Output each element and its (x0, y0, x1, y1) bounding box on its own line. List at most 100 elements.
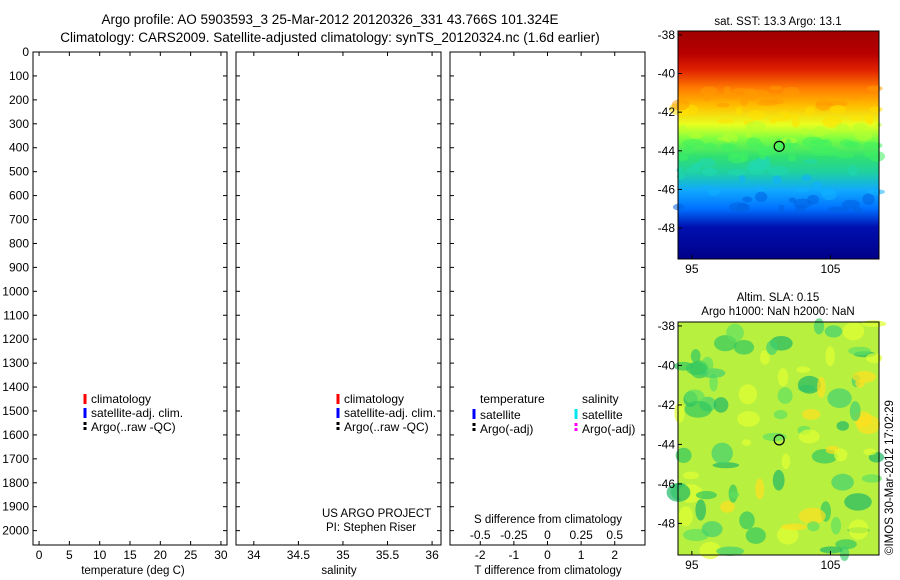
sst-patch (689, 132, 704, 139)
sst-patch (828, 206, 849, 213)
sla-patch (834, 448, 848, 462)
y-tick-label: 1800 (2, 476, 29, 490)
sst-patch (805, 106, 816, 117)
sst-patch (746, 137, 762, 149)
sst-patch (788, 154, 796, 162)
sst-patch (866, 189, 886, 195)
sla-patch (720, 501, 735, 513)
sst-patch (778, 111, 790, 116)
x-tick-label-salinity: 36 (425, 548, 439, 562)
x-tick-label-temperature: 5 (66, 548, 73, 562)
sst-patch (745, 121, 766, 131)
x-tick-label-salinity: 34 (247, 548, 261, 562)
sst-patch (740, 98, 748, 106)
y-tick-label: 1500 (2, 404, 29, 418)
y-tick-label: 700 (9, 213, 29, 227)
sst-patch (827, 100, 848, 107)
sst-patch (748, 165, 768, 170)
sst-patch (748, 110, 766, 120)
sst-patch (848, 165, 858, 177)
sst-patch (769, 115, 777, 124)
float-position-marker-sst_map (773, 140, 785, 152)
sla-patch (802, 409, 821, 420)
y-tick-label: 900 (9, 260, 29, 274)
sst-patch (852, 206, 863, 213)
y-tick-label: 800 (9, 236, 29, 250)
sst-patch (841, 199, 860, 209)
sst-map-title: sat. SST: 13.3 Argo: 13.1 (714, 16, 842, 28)
x2-tick-label: 0.25 (569, 528, 593, 542)
map-y-tick-label-sla_map: -46 (658, 477, 676, 491)
x-tick-label-difference: 1 (578, 548, 585, 562)
map-y-tick-label-sst_map: -46 (658, 182, 676, 196)
sst-patch (702, 142, 717, 150)
sst-patch (862, 141, 883, 150)
map-y-tick-label-sla_map: -48 (658, 516, 676, 530)
sst-patch (778, 204, 785, 212)
sla-patch (745, 527, 766, 544)
y-tick-label: 0 (22, 45, 29, 59)
sst-patch (783, 113, 800, 119)
sst-patch (811, 126, 827, 137)
sla-patch (682, 471, 700, 480)
legend-label-difference: Argo(-adj) (480, 422, 533, 436)
sla-patch (781, 523, 809, 531)
sst-patch (862, 193, 875, 205)
x-tick-label-difference: 0 (544, 548, 551, 562)
y-tick-label: 500 (9, 165, 29, 179)
y-tick-label: 100 (9, 69, 29, 83)
sst-patch (768, 166, 789, 176)
legend-label-difference: satellite (582, 408, 623, 422)
sla-patch (711, 442, 733, 464)
sla-patch (760, 350, 770, 365)
map-frame-sla_map (677, 321, 880, 556)
sla-map-title-line1: Altim. SLA: 0.15 (736, 292, 820, 304)
legend-label-difference: satellite (480, 408, 521, 422)
map-x-tick-label-sla_map: 105 (820, 558, 840, 572)
x-axis-label-t-difference: T difference from climatology (474, 565, 622, 577)
sla-patch (798, 507, 826, 525)
sst-patch (698, 157, 716, 168)
sst-patch (735, 107, 743, 116)
panel-frame-salinity (235, 51, 442, 546)
x-tick-label-temperature: 25 (184, 548, 198, 562)
project-credit: US ARGO PROJECT (322, 508, 432, 520)
sst-patch (868, 151, 886, 162)
sla-patch (844, 493, 872, 511)
y-tick-label: 1900 (2, 500, 29, 514)
x-tick-label-salinity: 35.5 (376, 548, 400, 562)
y-tick-label: 2000 (2, 524, 29, 538)
sla-patch (709, 373, 718, 392)
x-tick-label-difference: 2 (611, 548, 618, 562)
x-tick-label-temperature: 10 (93, 548, 107, 562)
y-tick-label: 400 (9, 141, 29, 155)
sst-patch (848, 115, 863, 121)
sla-patch (675, 447, 692, 463)
x2-tick-label: -0.25 (500, 528, 528, 542)
x-axis-label-temperature: temperature (deg C) (81, 565, 185, 577)
float-position-marker-sla_map (773, 434, 785, 446)
sla-patch (777, 387, 793, 404)
x-tick-label-temperature: 30 (214, 548, 228, 562)
sla-patch (798, 429, 820, 444)
sst-patch (794, 187, 809, 193)
sla-patch (777, 368, 789, 387)
y-tick-label: 1000 (2, 284, 29, 298)
sst-patch (702, 94, 712, 102)
sst-patch (716, 118, 735, 124)
x-tick-label-difference: -2 (475, 548, 486, 562)
sla-patch (825, 346, 835, 367)
sla-patch (678, 506, 693, 527)
sla-patch (865, 353, 883, 363)
sla-patch (819, 546, 843, 554)
sst-patch (716, 102, 730, 108)
chart-title-line2: Climatology: CARS2009. Satellite-adjuste… (60, 30, 600, 45)
sst-patch (701, 185, 710, 190)
sla-patch (773, 410, 788, 420)
x-tick-label-salinity: 35 (336, 548, 350, 562)
sst-patch (772, 175, 782, 185)
sla-patch (807, 521, 820, 532)
sst-patch (835, 152, 855, 158)
sst-patch (785, 138, 792, 149)
map-y-tick-label-sst_map: -48 (658, 221, 676, 235)
